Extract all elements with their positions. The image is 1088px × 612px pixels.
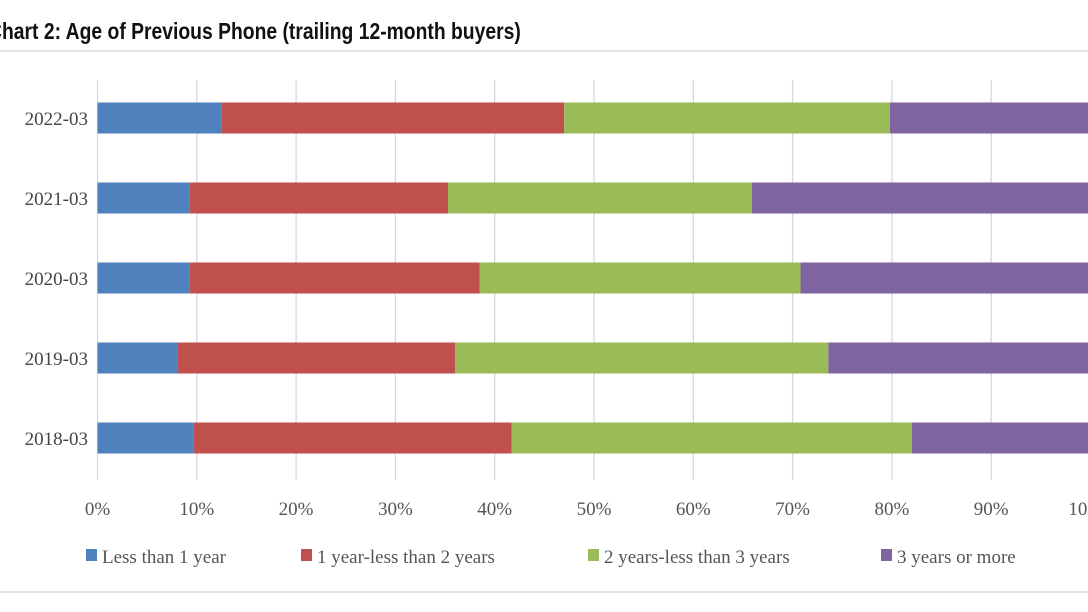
category-label: 2020-03 [25,269,88,290]
bar-segment [97,262,190,294]
x-tick-label: 80% [874,499,909,520]
legend-label: 3 years or more [897,547,1016,568]
legend-label: Less than 1 year [102,547,227,568]
x-tick-label: 100% [1068,499,1088,520]
x-tick-label: 60% [676,499,711,520]
bar-segment [800,262,1088,294]
bar-segment [454,342,829,374]
bar-segment [448,182,752,214]
bar-segment [221,102,565,134]
category-label: 2022-03 [25,109,88,130]
x-tick-label: 70% [775,499,810,520]
legend-label: 1 year-less than 2 years [317,547,495,568]
x-tick-label: 50% [577,499,612,520]
bar-segment [911,422,1088,454]
category-label: 2021-03 [25,189,88,210]
legend-swatch [588,549,599,561]
category-label: 2019-03 [25,349,88,370]
bar-segment [177,342,455,374]
bar-segment [97,342,178,374]
chart-title: Chart 2: Age of Previous Phone (trailing… [0,18,521,44]
bottom-divider [0,591,1088,593]
bar-segment [828,342,1088,374]
x-tick-label: 10% [179,499,214,520]
bar-segment [751,182,1088,214]
bar-segment [97,182,190,214]
legend-label: 2 years-less than 3 years [604,547,790,568]
legend-swatch [881,549,892,561]
bar-segment [97,422,194,454]
bar-segment [511,422,912,454]
x-tick-label: 90% [974,499,1009,520]
bar-segment [97,102,222,134]
bar-segment [479,262,801,294]
x-tick-label: 0% [85,499,111,520]
bar-segment [189,262,480,294]
bar-segment [564,102,890,134]
x-tick-label: 20% [279,499,314,520]
legend-swatch [301,549,312,561]
category-label: 2018-03 [25,429,88,450]
x-tick-label: 30% [378,499,413,520]
bar-segment [889,102,1088,134]
x-tick-label: 40% [477,499,512,520]
legend-swatch [86,549,97,561]
bar-segment [193,422,512,454]
bar-segment [189,182,449,214]
title-divider [0,50,1088,52]
